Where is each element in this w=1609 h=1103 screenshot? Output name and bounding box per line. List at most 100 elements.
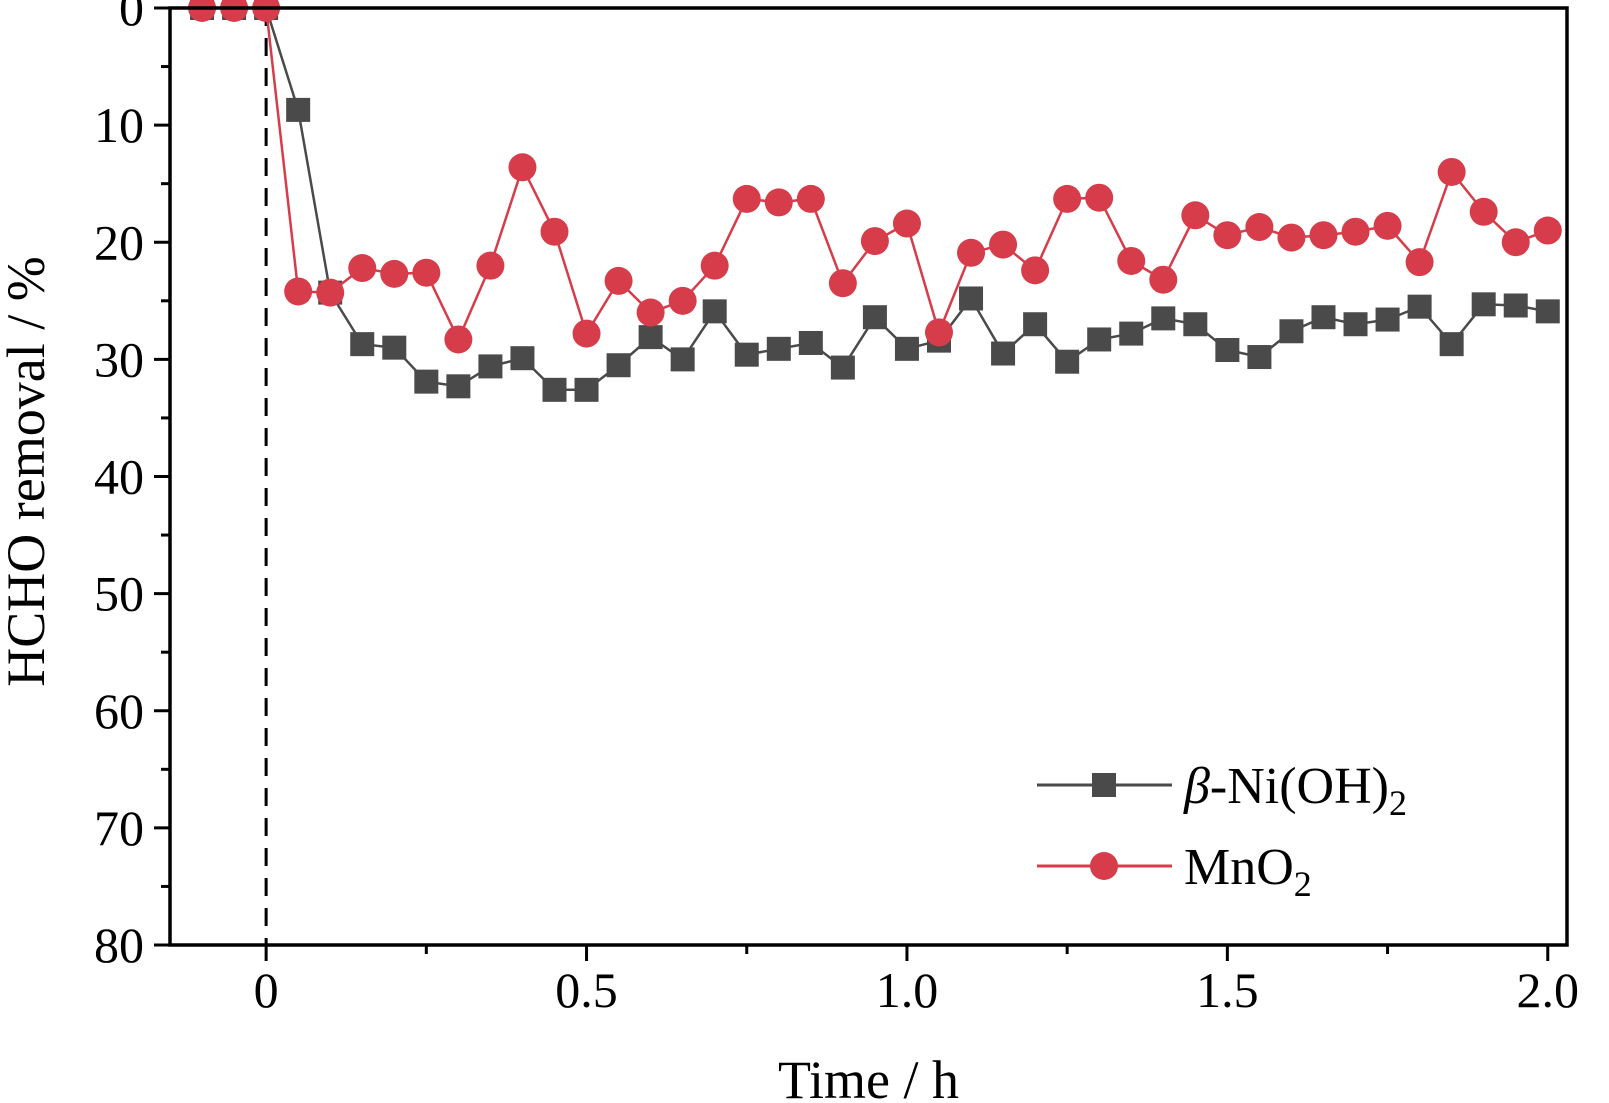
data-point (1343, 312, 1368, 337)
data-point (286, 97, 311, 122)
data-point (1023, 312, 1048, 337)
x-tick-label: 0 (254, 962, 279, 1018)
data-point (1279, 319, 1304, 344)
series-2 (188, 0, 1562, 354)
data-point (476, 251, 505, 280)
data-point (1501, 228, 1530, 257)
data-point (1311, 305, 1336, 330)
data-point (798, 330, 823, 355)
legend-entry: β-Ni(OH)2 (1037, 758, 1407, 823)
legend-label-text: MnO (1184, 839, 1294, 896)
x-tick-label: 1.0 (876, 962, 939, 1018)
data-point (444, 325, 473, 354)
data-point (830, 355, 855, 380)
data-point (1117, 246, 1146, 275)
y-tick-label: 80 (94, 917, 144, 973)
data-point (1087, 327, 1112, 352)
data-point (700, 251, 729, 280)
y-tick-labels: 0 10 20 30 40 50 60 70 80 (94, 0, 144, 973)
data-point (1213, 221, 1242, 250)
data-point (636, 298, 665, 327)
legend-entry: MnO2 (1037, 839, 1312, 904)
data-point (1375, 307, 1400, 332)
legend-marker (1090, 852, 1118, 880)
legend-label: MnO2 (1184, 839, 1312, 904)
y-tick-label: 50 (94, 566, 144, 622)
data-point (1309, 221, 1338, 250)
data-point (1407, 294, 1432, 319)
data-point (606, 353, 631, 378)
data-point (862, 305, 887, 330)
y-tick-label: 70 (94, 800, 144, 856)
data-point (188, 0, 217, 22)
data-point (508, 153, 537, 182)
data-point (1469, 197, 1498, 226)
data-point (1277, 223, 1306, 252)
data-point (1405, 248, 1434, 277)
data-point (1119, 321, 1144, 346)
data-point (382, 335, 407, 360)
data-point (766, 336, 791, 361)
data-point (1535, 299, 1560, 324)
y-tick-label: 0 (119, 0, 144, 36)
y-tick-label: 10 (94, 97, 144, 153)
data-point (478, 354, 503, 379)
y-tick-label: 40 (94, 449, 144, 505)
data-point (574, 377, 599, 402)
data-point (1373, 211, 1402, 240)
legend-label-greek: β (1183, 758, 1210, 815)
axis-ticks (154, 6, 1550, 961)
data-point (764, 188, 793, 217)
data-point (1151, 306, 1176, 331)
data-point (796, 184, 825, 213)
data-point (959, 286, 984, 311)
data-point (734, 342, 759, 367)
data-point (670, 347, 695, 372)
data-point (1471, 292, 1496, 317)
data-point (702, 299, 727, 324)
y-axis-title: HCHO removal / % (0, 256, 56, 686)
data-point (350, 332, 375, 357)
data-point (316, 278, 345, 307)
x-tick-labels: 0 0.5 1.0 1.5 2.0 (254, 962, 1579, 1018)
data-point (894, 336, 919, 361)
x-tick-label: 1.5 (1196, 962, 1259, 1018)
series-1 (190, 0, 1560, 402)
data-point (1215, 338, 1240, 363)
y-tick-label: 60 (94, 683, 144, 739)
data-point (380, 259, 409, 288)
data-point (540, 217, 569, 246)
data-point (604, 266, 633, 295)
data-point (638, 325, 663, 350)
data-point (1055, 349, 1080, 374)
data-point (412, 258, 441, 287)
data-point (732, 184, 761, 213)
y-tick-label: 30 (94, 331, 144, 387)
legend: β-Ni(OH)2 MnO2 (1037, 758, 1407, 904)
data-point (860, 227, 889, 256)
data-point (348, 254, 377, 283)
data-point (1149, 265, 1178, 294)
data-point (572, 319, 601, 348)
data-point (1341, 217, 1370, 246)
data-point (1439, 332, 1464, 357)
data-point (1183, 312, 1208, 337)
data-point (1247, 345, 1272, 370)
series-layer (188, 0, 1562, 402)
data-point (1181, 201, 1210, 230)
data-point (924, 318, 953, 347)
data-point (510, 346, 535, 371)
legend-marker (1092, 773, 1116, 797)
series-line (202, 6, 1549, 343)
data-point (1503, 293, 1528, 318)
data-point (989, 230, 1018, 259)
y-tick-label: 20 (94, 214, 144, 270)
data-point (828, 269, 857, 298)
data-point (991, 341, 1016, 366)
x-tick-label: 0.5 (555, 962, 618, 1018)
data-point (220, 0, 249, 22)
data-point (1085, 183, 1114, 212)
data-point (1245, 213, 1274, 242)
data-point (892, 209, 921, 238)
